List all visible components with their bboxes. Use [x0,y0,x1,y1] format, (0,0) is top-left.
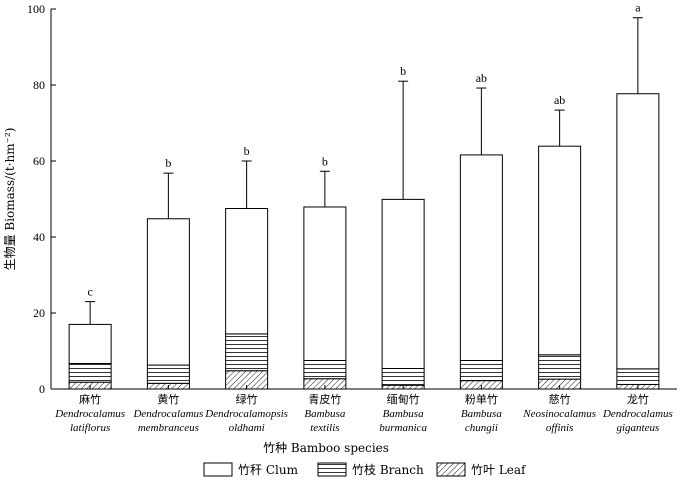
y-axis-label: 生物量 Biomass/(t·hm⁻²) [3,128,17,271]
bar-segment-horizontal [303,360,347,380]
legend-swatch-none [203,462,233,477]
category-label-latin: Dendrocalamus [132,408,203,420]
bar-segment-none [225,208,269,335]
category-label-latin: giganteus [616,422,659,434]
x-axis-label: 竹种 Bamboo species [263,441,389,455]
legend-label: 竹枝 Branch [352,462,424,477]
category-label-latin: burmanica [379,422,427,434]
y-tick-label: 60 [33,154,45,168]
bar-segment-horizontal [616,368,660,385]
bar-segment-none [68,323,112,365]
category-label-latin: Dendrocalamus [54,408,125,420]
y-tick-label: 80 [33,78,45,92]
y-tick-label: 40 [33,230,45,244]
category-label-cn: 粉单竹 [465,392,498,406]
bar-segment-horizontal [459,360,503,382]
legend-swatch-horizontal [317,462,347,477]
category-label-cn: 青皮竹 [308,392,341,406]
category-label-cn: 麻竹 [79,392,101,406]
category-label-latin: Dendrocalamopsis [204,408,288,420]
y-tick-label: 0 [39,382,45,396]
category-label-latin: offinis [546,422,574,434]
bar-segment-horizontal [146,364,190,384]
significance-letter: b [400,64,406,78]
category-label-cn: 黄竹 [157,392,179,406]
category-label-cn: 缅甸竹 [387,392,420,406]
legend-swatch-diagonal [436,462,466,477]
category-label-latin: membranceus [138,422,199,434]
category-label-latin: Bambusa [383,408,424,420]
legend-label: 竹秆 Clum [238,463,299,477]
bar-segment-horizontal [68,363,112,383]
category-label-latin: Dendrocalamus [602,408,673,420]
bar-segment-none [303,206,347,361]
significance-letter: b [244,144,250,158]
bar-segment-none [146,218,190,366]
bar-segment-horizontal [381,367,425,386]
significance-letter: ab [476,71,487,85]
bar-segment-none [538,145,582,356]
y-tick-label: 20 [33,306,45,320]
category-label-cn: 龙竹 [627,392,649,406]
significance-letter: c [87,285,92,299]
significance-letter: b [165,156,171,170]
bar-segment-horizontal [538,354,582,380]
category-label-latin: textilis [310,422,339,434]
bar-segment-none [616,93,660,370]
bar-segment-none [381,198,425,369]
bar-segment-horizontal [225,333,269,372]
category-label-latin: chungii [465,422,498,434]
significance-letter: a [635,1,641,15]
category-label-cn: 慈竹 [549,392,571,406]
y-tick-label: 100 [27,2,45,16]
category-label-cn: 绿竹 [236,392,258,406]
bar-segment-none [459,154,503,361]
category-label-latin: oldhami [229,422,265,434]
category-label-latin: Neosinocalamus [522,408,596,420]
legend-label: 竹叶 Leaf [471,463,527,477]
significance-letter: ab [554,93,565,107]
category-label-latin: latiflorus [70,422,110,434]
category-label-latin: Bambusa [304,408,345,420]
category-label-latin: Bambusa [461,408,502,420]
significance-letter: b [322,154,328,168]
